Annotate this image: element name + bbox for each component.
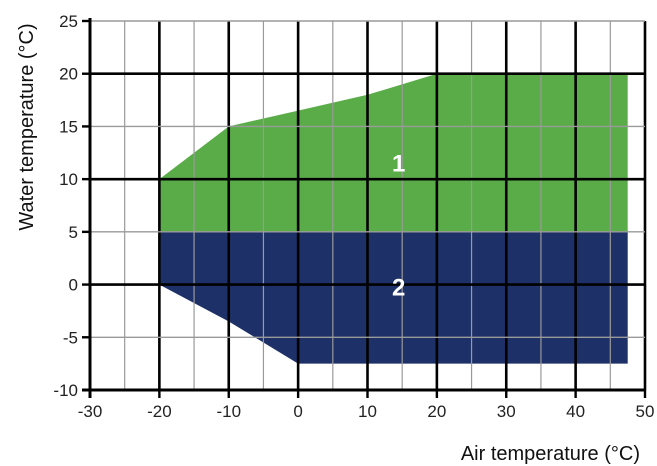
x-axis-title: Air temperature (°C) bbox=[461, 443, 640, 465]
region-label-1: 1 bbox=[392, 150, 405, 177]
y-tick-label: -5 bbox=[63, 328, 78, 347]
region-1-area bbox=[159, 73, 628, 232]
region-label-2: 2 bbox=[392, 275, 405, 302]
y-tick-label: -10 bbox=[53, 381, 78, 400]
y-tick-label: 10 bbox=[59, 170, 78, 189]
axes-layer bbox=[82, 18, 647, 398]
regions-layer bbox=[159, 73, 628, 364]
y-tick-label: 20 bbox=[59, 65, 78, 84]
x-tick-label: 30 bbox=[497, 402, 516, 421]
x-tick-label: 10 bbox=[358, 402, 377, 421]
x-tick-label: -20 bbox=[147, 402, 172, 421]
x-tick-label: 50 bbox=[636, 402, 655, 421]
y-tick-label: 5 bbox=[69, 223, 78, 242]
y-tick-label: 15 bbox=[59, 117, 78, 136]
x-tick-label: -10 bbox=[216, 402, 241, 421]
region-labels-layer: 12 bbox=[392, 150, 405, 301]
x-tick-label: 40 bbox=[566, 402, 585, 421]
region-2-area bbox=[159, 231, 628, 364]
x-tick-label: 20 bbox=[427, 402, 446, 421]
grid-layer bbox=[88, 20, 647, 392]
y-tick-label: 0 bbox=[69, 276, 78, 295]
y-axis-title: Water temperature (°C) bbox=[16, 23, 38, 230]
tick-labels-layer: -30 -20 -10 0 10 20 30 40 50 -10 -5 0 5 10 15 20 25 bbox=[53, 12, 654, 421]
x-tick-label: -30 bbox=[78, 402, 103, 421]
x-tick-label: 0 bbox=[293, 402, 302, 421]
y-tick-label: 25 bbox=[59, 12, 78, 31]
